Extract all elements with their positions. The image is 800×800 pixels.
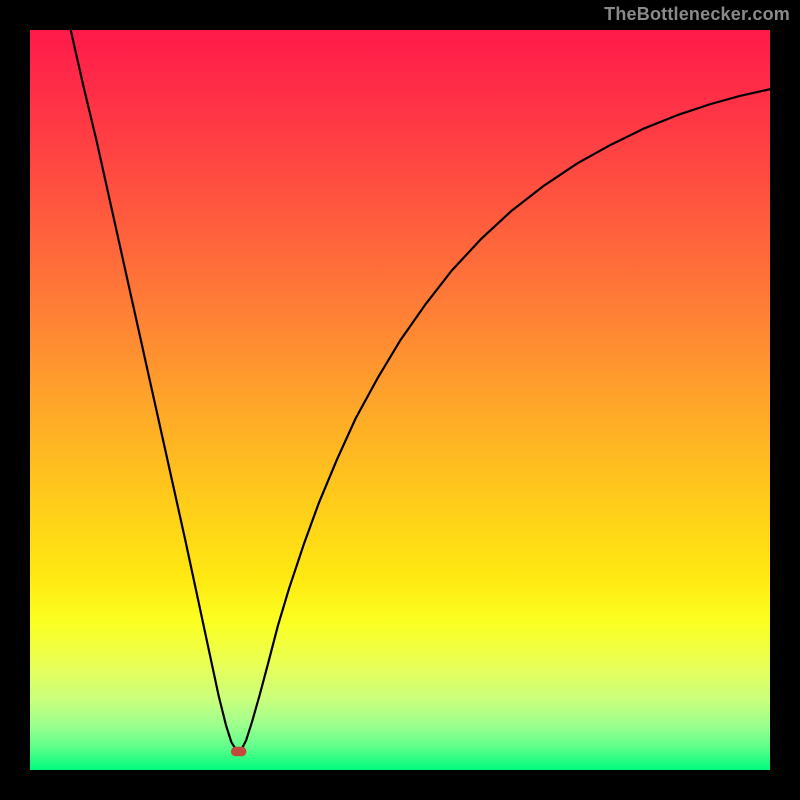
plot-area [30, 30, 770, 770]
watermark-text: TheBottlenecker.com [604, 4, 790, 25]
chart-svg [30, 30, 770, 770]
optimum-marker [231, 747, 247, 757]
chart-background [30, 30, 770, 770]
